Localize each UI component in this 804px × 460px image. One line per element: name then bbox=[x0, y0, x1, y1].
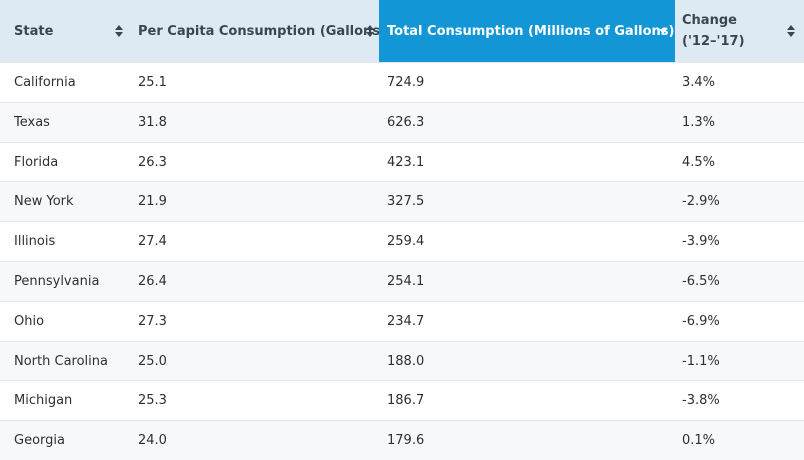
table-row: Michigan 25.3 186.7 -3.8% bbox=[0, 380, 804, 420]
cell-state: Ohio bbox=[14, 313, 45, 329]
column-header-label: Per Capita Consumption (Gallons) bbox=[138, 23, 386, 39]
cell-per-capita: 27.3 bbox=[138, 313, 167, 329]
sort-descending-icon bbox=[659, 29, 667, 34]
cell-change: 3.4% bbox=[682, 75, 716, 90]
cell-change: 1.3% bbox=[682, 114, 716, 130]
sort-icon bbox=[115, 25, 123, 37]
cell-change: -1.1% bbox=[682, 353, 720, 369]
table-row: Florida 26.3 423.1 4.5% bbox=[0, 141, 804, 182]
cell-state: Pennsylvania bbox=[14, 274, 100, 289]
cell-total: 626.3 bbox=[387, 114, 425, 130]
sort-icon bbox=[366, 25, 374, 37]
cell-state: North Carolina bbox=[14, 353, 108, 369]
cell-per-capita: 27.4 bbox=[138, 234, 167, 250]
cell-per-capita: 26.3 bbox=[138, 154, 167, 170]
cell-total: 234.7 bbox=[387, 313, 425, 329]
cell-state: Texas bbox=[14, 114, 50, 130]
cell-state: California bbox=[14, 75, 76, 90]
cell-total: 179.6 bbox=[387, 433, 425, 449]
cell-state: Florida bbox=[14, 154, 59, 170]
cell-total: 186.7 bbox=[387, 393, 425, 409]
column-header-total[interactable]: Total Consumption (Millions of Gallons) bbox=[379, 0, 675, 62]
column-header-per-capita[interactable]: Per Capita Consumption (Gallons) bbox=[130, 0, 386, 62]
cell-per-capita: 26.4 bbox=[138, 274, 167, 289]
cell-total: 423.1 bbox=[387, 154, 425, 170]
cell-change: -6.5% bbox=[682, 274, 720, 289]
table-row: Texas 31.8 626.3 1.3% bbox=[0, 101, 804, 142]
table-row: Illinois 27.4 259.4 -3.9% bbox=[0, 221, 804, 261]
cell-total: 259.4 bbox=[387, 234, 425, 250]
table-row: Georgia 24.0 179.6 0.1% bbox=[0, 420, 804, 460]
cell-per-capita: 24.0 bbox=[138, 433, 167, 449]
table-header: State Per Capita Consumption (Gallons) T… bbox=[0, 0, 804, 62]
cell-per-capita: 31.8 bbox=[138, 114, 167, 130]
column-header-label: Total Consumption (Millions of Gallons) bbox=[387, 23, 675, 39]
cell-change: -3.9% bbox=[682, 234, 720, 250]
cell-change: -6.9% bbox=[682, 313, 720, 329]
column-header-state[interactable]: State bbox=[0, 0, 130, 62]
column-header-label: Change ('12–'17) bbox=[682, 13, 745, 49]
cell-state: New York bbox=[14, 194, 74, 210]
cell-change: -2.9% bbox=[682, 194, 720, 210]
cell-per-capita: 25.1 bbox=[138, 75, 167, 90]
column-header-change[interactable]: Change ('12–'17) bbox=[675, 0, 804, 62]
cell-total: 254.1 bbox=[387, 274, 425, 289]
sort-icon bbox=[787, 25, 795, 37]
cell-per-capita: 25.3 bbox=[138, 393, 167, 409]
cell-total: 327.5 bbox=[387, 194, 425, 210]
cell-state: Georgia bbox=[14, 433, 65, 449]
cell-change: 4.5% bbox=[682, 154, 716, 170]
table-row: New York 21.9 327.5 -2.9% bbox=[0, 181, 804, 222]
cell-total: 188.0 bbox=[387, 353, 425, 369]
cell-change: 0.1% bbox=[682, 433, 716, 449]
table-row: Pennsylvania 26.4 254.1 -6.5% bbox=[0, 261, 804, 301]
cell-state: Michigan bbox=[14, 393, 73, 409]
cell-change: -3.8% bbox=[682, 393, 720, 409]
table-row: North Carolina 25.0 188.0 -1.1% bbox=[0, 340, 804, 381]
column-header-label: State bbox=[14, 23, 54, 39]
table-row: California 25.1 724.9 3.4% bbox=[0, 62, 804, 102]
cell-state: Illinois bbox=[14, 234, 56, 250]
cell-per-capita: 25.0 bbox=[138, 353, 167, 369]
cell-total: 724.9 bbox=[387, 75, 425, 90]
cell-per-capita: 21.9 bbox=[138, 194, 167, 210]
table-row: Ohio 27.3 234.7 -6.9% bbox=[0, 300, 804, 341]
